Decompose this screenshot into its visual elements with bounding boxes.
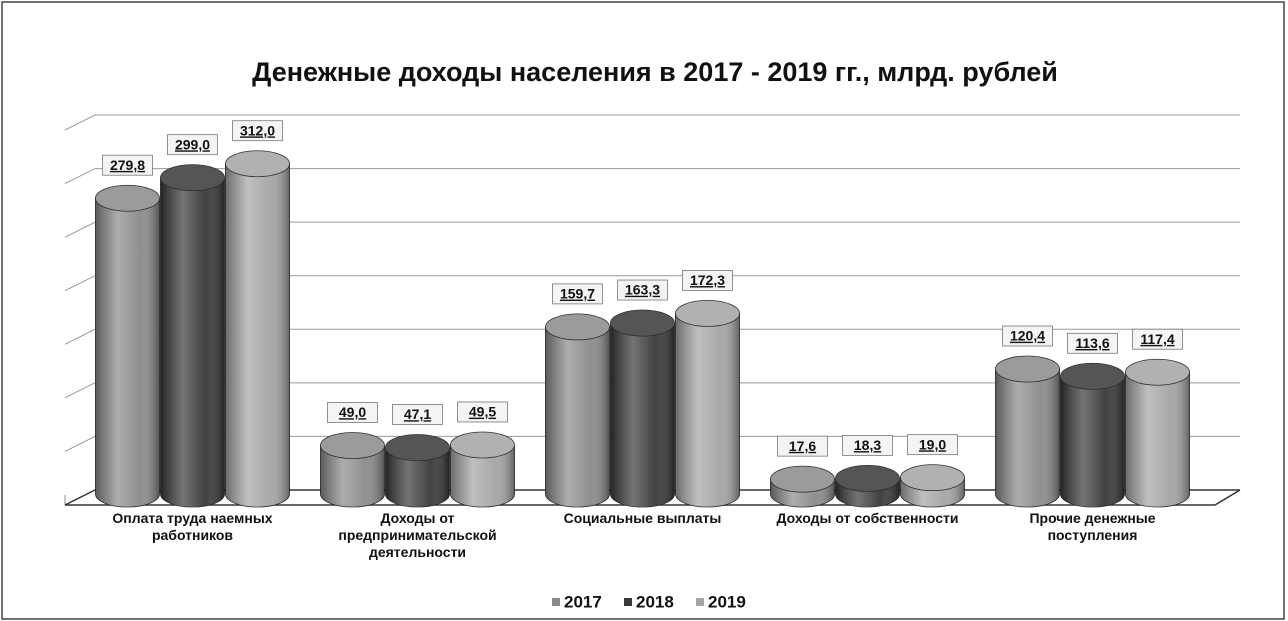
grid-line [64,328,1240,345]
bar-top-shade [450,431,515,458]
bar-top [545,313,610,341]
bar-shade [320,445,385,507]
x-tick-label: Доходы от собственности [776,510,959,526]
chart-title: Денежные доходы населения в 2017 - 2019 … [252,57,1058,87]
x-tick-label: Социальные выплаты [563,510,722,526]
value-label-box [167,134,218,156]
value-label: 17,6 [789,438,816,454]
value-label-box [1002,325,1053,347]
bar-top [160,164,225,192]
bar-shade [610,323,675,507]
floor-edge [65,489,1241,506]
bar-top-shade [835,465,900,492]
bar-top-shade [225,150,290,177]
value-label-box [457,401,508,423]
bar-top-shade [675,300,740,327]
x-tick-label: Прочие денежные поступления [1029,510,1156,543]
grid-line [64,168,1240,185]
bar-top [900,464,965,492]
bar-top-shade [545,313,610,340]
bar-top [610,309,675,337]
value-label-box [102,154,153,176]
bar-top [1125,358,1190,386]
bar-top [450,431,515,459]
bar-top [225,150,290,178]
value-label-box [552,283,603,305]
grid-line [64,382,1240,399]
bar-top [995,355,1060,383]
bar-top [675,299,740,327]
value-label: 299,0 [175,136,210,152]
value-label: 172,3 [690,272,725,288]
value-label-box [327,402,378,423]
grid-line [64,221,1240,238]
legend-label: 2019 [708,592,746,611]
value-label: 159,7 [560,286,595,302]
bar-top [1060,362,1125,390]
value-label: 279,8 [110,157,145,173]
bar-shade [675,313,740,507]
bar-top-shade [1060,363,1125,390]
bar-top [770,465,835,493]
grid-line [64,275,1240,292]
bar-shade [545,326,610,507]
x-tick-label: Доходы от предпринимательской деятельнос… [338,510,497,560]
bar-top-shade [385,434,450,461]
value-label: 49,5 [469,404,496,420]
bar-top [320,432,385,459]
bar-top-shade [320,432,385,459]
value-label: 163,3 [625,282,660,298]
value-label-box [842,434,893,456]
legend-label: 2018 [636,592,674,611]
legend-marker [696,598,704,606]
bar-top-shade [770,466,835,493]
value-label-box [1067,332,1118,354]
bar-shade [450,444,515,507]
value-label: 19,0 [919,436,946,452]
bar-top-shade [160,164,225,191]
value-label-box [907,434,958,456]
legend-marker [552,598,560,606]
value-label-box [682,269,733,291]
value-label: 117,4 [1140,331,1174,347]
x-tick-label: Оплата труда наемных работников [112,510,273,543]
value-label-box [777,435,828,457]
value-label: 49,0 [339,404,366,420]
bar-shade [385,447,450,507]
value-label-box [1132,328,1183,350]
bar-shade [995,369,1060,507]
bar-top [385,434,450,461]
bar-top-shade [1125,359,1190,386]
bar-top [835,464,900,492]
value-label: 18,3 [854,437,881,453]
value-label-box [392,404,443,425]
value-label: 113,6 [1075,335,1109,351]
bar-shade [160,177,225,507]
bar-top-shade [995,356,1060,382]
value-label: 312,0 [240,122,275,138]
bar-top [95,184,160,212]
grid-line [64,114,1240,131]
value-label-box [617,279,668,301]
value-label: 120,4 [1010,328,1045,344]
legend-label: 2017 [564,592,602,611]
bar-shade [1125,372,1190,507]
value-label-box [232,120,283,142]
bar-top-shade [95,185,160,212]
legend-marker [624,598,632,606]
bar-top-shade [900,464,965,491]
bar-shade [1060,376,1125,507]
bar-top-shade [610,310,675,337]
bar-shade [95,198,160,507]
value-label: 47,1 [404,406,431,422]
bar-shade [225,163,290,507]
